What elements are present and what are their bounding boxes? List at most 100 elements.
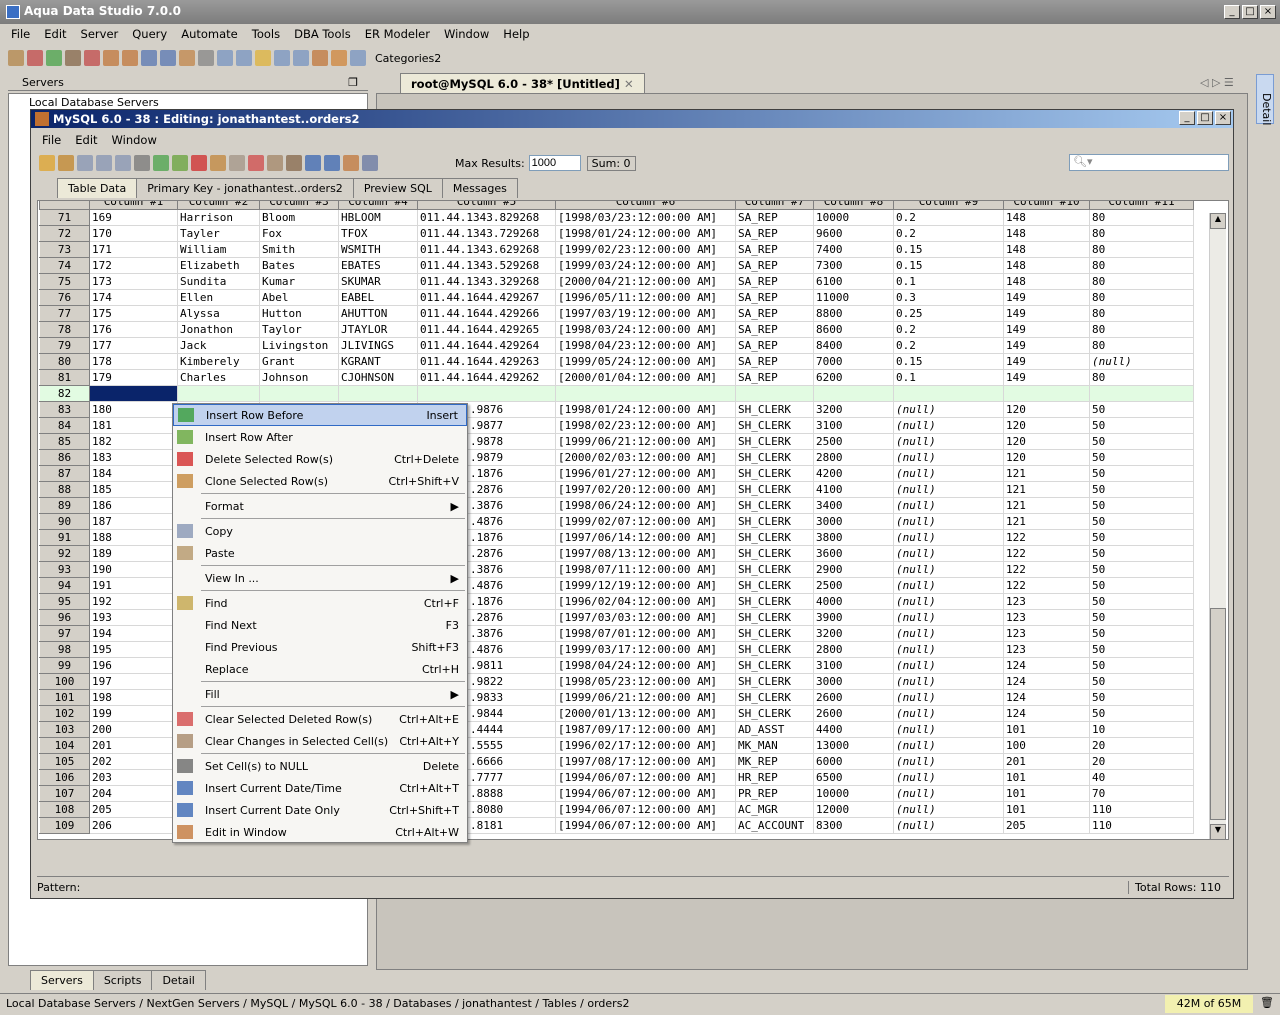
table-row[interactable]: 81 179 Charles Johnson CJOHNSON 011.44.1644.4… bbox=[39, 369, 1194, 386]
grid-cell[interactable]: SH_CLERK bbox=[735, 593, 814, 610]
grid-cell[interactable]: Taylor bbox=[259, 321, 339, 338]
grid-cell[interactable]: 0.2 bbox=[893, 225, 1004, 242]
grid-cell[interactable]: SH_CLERK bbox=[735, 689, 814, 706]
grid-cell[interactable]: 011.44.1343.329268 bbox=[417, 273, 556, 290]
column-header[interactable]: Column #2 bbox=[177, 201, 260, 210]
grid-cell[interactable]: 10 bbox=[1089, 721, 1194, 738]
grid-cell[interactable]: 179 bbox=[89, 369, 178, 386]
table-row[interactable]: 78 176 Jonathon Taylor JTAYLOR 011.44.1644.42… bbox=[39, 321, 1194, 338]
menu-tools[interactable]: Tools bbox=[251, 27, 281, 41]
grid-cell[interactable]: 192 bbox=[89, 593, 178, 610]
grid-cell[interactable] bbox=[89, 385, 178, 402]
grid-cell[interactable]: 50 bbox=[1089, 513, 1194, 530]
grid-cell[interactable]: 4400 bbox=[813, 721, 894, 738]
row-number[interactable]: 87 bbox=[39, 465, 90, 482]
grid-cell[interactable]: (null) bbox=[893, 561, 1004, 578]
grid-cell[interactable]: 6500 bbox=[813, 769, 894, 786]
grid-cell[interactable]: 205 bbox=[89, 801, 178, 818]
editor-maximize-button[interactable]: □ bbox=[1197, 111, 1213, 125]
row-number[interactable]: 79 bbox=[39, 337, 90, 354]
row-number[interactable]: 77 bbox=[39, 305, 90, 322]
tab-nav-arrows[interactable]: ◁ ▷ ☰ bbox=[1200, 76, 1234, 89]
grid-cell[interactable]: [1999/03/17:12:00:00 AM] bbox=[555, 641, 736, 658]
grid-cell[interactable]: Johnson bbox=[259, 369, 339, 386]
grid-cell[interactable]: (null) bbox=[1089, 353, 1194, 370]
grid-cell[interactable]: CJOHNSON bbox=[338, 369, 418, 386]
search-input[interactable]: 🔍︎▾ bbox=[1069, 154, 1229, 171]
grid-cell[interactable]: 50 bbox=[1089, 417, 1194, 434]
grid-cell[interactable]: [2000/04/21:12:00:00 AM] bbox=[555, 273, 736, 290]
row-number[interactable]: 96 bbox=[39, 609, 90, 626]
table-row[interactable]: 77 175 Alyssa Hutton AHUTTON 011.44.1644.4292… bbox=[39, 305, 1194, 322]
grid-cell[interactable]: [1998/01/24:12:00:00 AM] bbox=[555, 401, 736, 418]
detail-side-tab[interactable]: Detail bbox=[1256, 74, 1274, 125]
grid-cell[interactable]: Kimberely bbox=[177, 353, 260, 370]
grid-cell[interactable]: 169 bbox=[89, 209, 178, 226]
grid-cell[interactable]: 6000 bbox=[813, 753, 894, 770]
grid-cell[interactable]: 121 bbox=[1003, 497, 1090, 514]
grid-cell[interactable]: [1994/06/07:12:00:00 AM] bbox=[555, 785, 736, 802]
grid-cell[interactable]: SH_CLERK bbox=[735, 561, 814, 578]
grid-cell[interactable]: HBLOOM bbox=[338, 209, 418, 226]
grid-cell[interactable]: 7400 bbox=[813, 241, 894, 258]
grid-cell[interactable]: [2000/02/03:12:00:00 AM] bbox=[555, 449, 736, 466]
grid-cell[interactable]: 50 bbox=[1089, 673, 1194, 690]
table-row[interactable]: 73 171 William Smith WSMITH 011.44.1343.62926… bbox=[39, 241, 1194, 258]
menu-window[interactable]: Window bbox=[443, 27, 490, 41]
grid-cell[interactable]: Kumar bbox=[259, 273, 339, 290]
grid-cell[interactable]: 149 bbox=[1003, 369, 1090, 386]
grid-cell[interactable]: 3100 bbox=[813, 657, 894, 674]
grid-cell[interactable]: SH_CLERK bbox=[735, 577, 814, 594]
row-number[interactable]: 83 bbox=[39, 401, 90, 418]
grid-cell[interactable]: [1998/03/23:12:00:00 AM] bbox=[555, 209, 736, 226]
menu-item-copy[interactable]: Copy bbox=[173, 520, 467, 542]
grid-cell[interactable]: AHUTTON bbox=[338, 305, 418, 322]
grid-cell[interactable]: [1999/02/23:12:00:00 AM] bbox=[555, 241, 736, 258]
grid-cell[interactable]: (null) bbox=[893, 497, 1004, 514]
grid-cell[interactable]: 120 bbox=[1003, 449, 1090, 466]
grid-cell[interactable]: Abel bbox=[259, 289, 339, 306]
tab-primary-key[interactable]: Primary Key - jonathantest..orders2 bbox=[136, 178, 354, 198]
row-number[interactable]: 92 bbox=[39, 545, 90, 562]
grid-cell[interactable]: HR_REP bbox=[735, 769, 814, 786]
editor-toolbar-button-3-icon[interactable] bbox=[77, 155, 93, 171]
menu-item-edit-in-window[interactable]: Edit in Window Ctrl+Alt+W bbox=[173, 821, 467, 843]
grid-cell[interactable]: SH_CLERK bbox=[735, 401, 814, 418]
grid-cell[interactable]: AD_ASST bbox=[735, 721, 814, 738]
grid-cell[interactable]: 170 bbox=[89, 225, 178, 242]
grid-cell[interactable]: 187 bbox=[89, 513, 178, 530]
grid-cell[interactable]: William bbox=[177, 241, 260, 258]
table-row[interactable]: 75 173 Sundita Kumar SKUMAR 011.44.1343.32926… bbox=[39, 273, 1194, 290]
grid-cell[interactable]: 50 bbox=[1089, 689, 1194, 706]
vertical-scrollbar[interactable]: ▲ ▼ bbox=[1209, 213, 1226, 839]
grid-cell[interactable]: (null) bbox=[893, 785, 1004, 802]
minimize-button[interactable]: _ bbox=[1224, 5, 1240, 19]
toolbar-button-19-icon[interactable] bbox=[350, 50, 366, 66]
grid-cell[interactable] bbox=[417, 385, 556, 402]
menu-item-clear-selected-deleted-row-s[interactable]: Clear Selected Deleted Row(s) Ctrl+Alt+E bbox=[173, 708, 467, 730]
row-number[interactable]: 90 bbox=[39, 513, 90, 530]
grid-cell[interactable]: 8400 bbox=[813, 337, 894, 354]
grid-cell[interactable]: SH_CLERK bbox=[735, 657, 814, 674]
grid-cell[interactable]: Alyssa bbox=[177, 305, 260, 322]
grid-cell[interactable]: 148 bbox=[1003, 273, 1090, 290]
grid-cell[interactable]: AC_ACCOUNT bbox=[735, 817, 814, 834]
grid-cell[interactable]: 121 bbox=[1003, 465, 1090, 482]
grid-cell[interactable]: 124 bbox=[1003, 673, 1090, 690]
table-row[interactable]: 80 178 Kimberely Grant KGRANT 011.44.1644.429… bbox=[39, 353, 1194, 370]
grid-cell[interactable]: 177 bbox=[89, 337, 178, 354]
grid-cell[interactable]: 011.44.1644.429267 bbox=[417, 289, 556, 306]
grid-cell[interactable]: [1999/03/24:12:00:00 AM] bbox=[555, 257, 736, 274]
grid-cell[interactable]: 7000 bbox=[813, 353, 894, 370]
toolbar-button-16-icon[interactable] bbox=[293, 50, 309, 66]
doc-tab-untitled[interactable]: root@MySQL 6.0 - 38* [Untitled] ✕ bbox=[400, 73, 645, 93]
grid-cell[interactable]: 122 bbox=[1003, 561, 1090, 578]
grid-cell[interactable]: SA_REP bbox=[735, 273, 814, 290]
grid-cell[interactable]: Jonathon bbox=[177, 321, 260, 338]
row-number[interactable]: 89 bbox=[39, 497, 90, 514]
toolbar-button-2-icon[interactable] bbox=[27, 50, 43, 66]
tree-node-local-servers[interactable]: Local Database Servers bbox=[29, 96, 159, 109]
grid-cell[interactable]: 50 bbox=[1089, 641, 1194, 658]
editor-toolbar-button-10-icon[interactable] bbox=[210, 155, 226, 171]
grid-cell[interactable]: JLIVINGS bbox=[338, 337, 418, 354]
